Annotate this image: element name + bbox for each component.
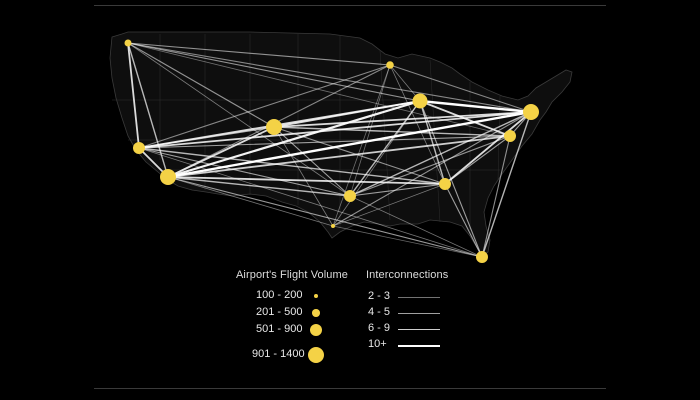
top-rule: [94, 5, 606, 6]
route-new-york-atlanta: [444, 111, 532, 185]
route-chicago-new-york: [418, 99, 533, 114]
route-philadelphia-miami: [481, 135, 511, 258]
route-denver-dallas: [273, 126, 351, 197]
us-land-shape: [109, 31, 573, 257]
route-philadelphia-san-francisco: [138, 135, 511, 149]
route-new-york-houston: [332, 111, 532, 227]
route-denver-atlanta: [273, 126, 446, 185]
connections-legend-title: Interconnections: [366, 269, 449, 281]
airport-node-minneapolis: [386, 61, 394, 69]
connections-legend-line: [398, 345, 440, 347]
airport-node-dallas: [344, 190, 356, 202]
volume-legend-dot: [310, 324, 322, 336]
route-new-york-miami: [481, 111, 532, 258]
airport-node-denver: [266, 119, 282, 135]
route-seattle-san-francisco: [127, 42, 140, 149]
route-chicago-atlanta: [419, 100, 446, 185]
airport-node-new-york: [523, 104, 539, 120]
volume-legend-label: 501 - 900: [256, 323, 303, 335]
route-houston-atlanta: [332, 183, 446, 227]
connections-legend-line: [398, 329, 440, 330]
connections-legend-label: 4 - 5: [368, 306, 391, 318]
route-denver-san-francisco: [138, 126, 275, 149]
connections-legend-label: 2 - 3: [368, 290, 391, 302]
volume-legend-label: 100 - 200: [256, 289, 303, 301]
route-philadelphia-los-angeles: [167, 135, 511, 178]
volume-legend-title: Airport's Flight Volume: [236, 269, 348, 281]
airport-node-houston: [331, 224, 335, 228]
route-philadelphia-atlanta: [444, 135, 511, 185]
route-minneapolis-houston: [332, 64, 391, 227]
route-san-francisco-miami: [138, 147, 483, 258]
airport-node-chicago: [412, 93, 428, 109]
volume-legend-dot: [312, 309, 320, 317]
airport-node-seattle: [124, 39, 132, 47]
route-los-angeles-miami: [167, 176, 483, 258]
volume-legend-dot: [314, 294, 318, 298]
route-chicago-denver: [273, 100, 421, 128]
airport-node-miami: [476, 251, 488, 263]
route-seattle-new-york: [127, 42, 532, 113]
connections-legend-line: [398, 313, 440, 314]
route-seattle-dallas: [127, 42, 351, 197]
route-minneapolis-new-york: [389, 64, 532, 113]
route-minneapolis-san-francisco: [138, 64, 391, 149]
airport-node-san-francisco: [133, 142, 145, 154]
route-philadelphia-dallas: [349, 135, 511, 197]
route-minneapolis-chicago: [389, 64, 421, 102]
airport-node-los-angeles: [160, 169, 176, 185]
volume-legend-label: 901 - 1400: [252, 348, 305, 360]
route-denver-los-angeles: [167, 126, 275, 178]
connections-legend-label: 10+: [368, 338, 387, 350]
route-denver-houston: [273, 126, 334, 227]
route-philadelphia-denver: [273, 126, 511, 137]
airport-nodes: [124, 39, 539, 263]
volume-legend-dot: [308, 347, 324, 363]
route-dallas-atlanta: [349, 183, 446, 197]
airport-node-atlanta: [439, 178, 451, 190]
route-new-york-los-angeles: [166, 110, 533, 179]
volume-legend-label: 201 - 500: [256, 306, 303, 318]
route-san-francisco-dallas: [138, 147, 351, 197]
connections-legend-line: [398, 297, 440, 298]
route-seattle-chicago: [127, 42, 421, 102]
route-seattle-minneapolis: [127, 42, 391, 66]
route-los-angeles-atlanta: [167, 176, 446, 185]
route-atlanta-miami: [444, 183, 483, 258]
route-san-francisco-atlanta: [138, 147, 446, 185]
route-seattle-los-angeles: [127, 42, 169, 178]
route-seattle-denver: [127, 42, 275, 128]
bottom-rule: [94, 388, 606, 389]
route-los-angeles-houston: [167, 176, 334, 227]
airport-node-philadelphia: [504, 130, 516, 142]
route-dallas-miami: [349, 195, 483, 258]
route-chicago-houston: [332, 100, 421, 227]
route-los-angeles-dallas: [167, 176, 351, 197]
connections-legend-label: 6 - 9: [368, 322, 391, 334]
route-miami-houston: [332, 225, 483, 258]
route-chicago-dallas: [349, 100, 421, 197]
route-new-york-denver: [273, 111, 532, 128]
state-borders: [112, 34, 501, 230]
